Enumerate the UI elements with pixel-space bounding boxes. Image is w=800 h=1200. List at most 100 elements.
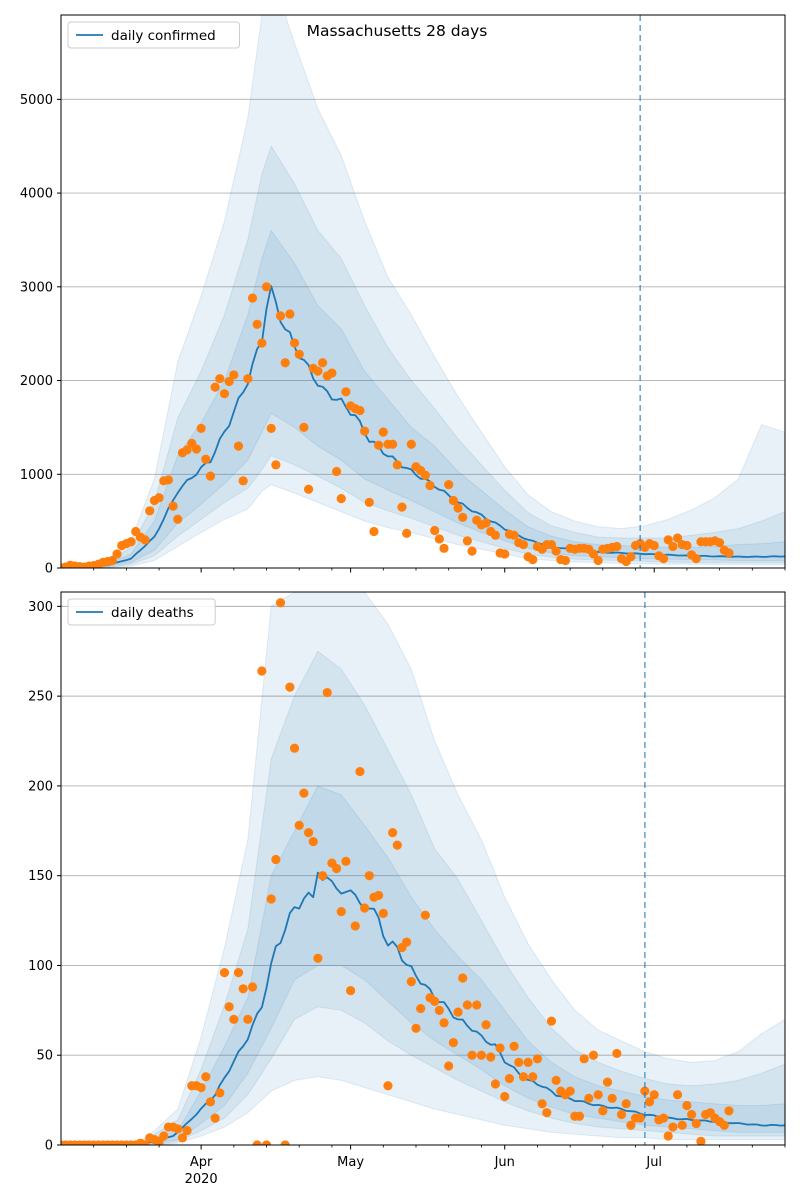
- x-tick-label: May: [337, 1155, 364, 1170]
- observed-point: [672, 533, 683, 543]
- observed-point: [593, 555, 603, 566]
- observed-point: [467, 1050, 477, 1060]
- observed-point: [196, 423, 206, 433]
- uncertainty-band: [61, 145, 785, 568]
- observed-point: [724, 548, 734, 558]
- observed-point: [266, 894, 276, 904]
- y-tick-label: 0: [45, 1139, 53, 1154]
- observed-point: [458, 973, 468, 983]
- observed-point: [360, 903, 370, 913]
- observed-point: [504, 1073, 515, 1084]
- observed-point: [481, 1020, 491, 1030]
- observed-point: [696, 1136, 706, 1145]
- observed-point: [448, 1038, 458, 1048]
- observed-point: [201, 454, 211, 464]
- observed-point: [341, 387, 351, 397]
- observed-point: [360, 426, 370, 436]
- observed-point: [607, 1093, 617, 1103]
- observed-point: [252, 1140, 262, 1145]
- observed-point: [715, 538, 725, 548]
- observed-point: [565, 1086, 575, 1096]
- observed-point: [719, 1120, 729, 1130]
- observed-point: [374, 440, 384, 450]
- y-tick-label: 5000: [20, 93, 53, 108]
- observed-point: [322, 687, 332, 698]
- observed-point: [668, 1122, 678, 1132]
- observed-point: [546, 1016, 557, 1026]
- observed-point: [434, 534, 444, 544]
- x-tick-sublabel: 2020: [185, 1172, 218, 1187]
- observed-point: [383, 1081, 393, 1091]
- observed-point: [430, 996, 440, 1006]
- y-tick-label: 0: [45, 562, 53, 577]
- uncertainty-band: [61, 592, 785, 1145]
- observed-point: [378, 427, 388, 437]
- x-tick-label: Jul: [645, 1155, 662, 1170]
- observed-point: [467, 546, 477, 556]
- observed-point: [388, 439, 398, 449]
- observed-point: [640, 1086, 650, 1096]
- observed-point: [537, 1099, 547, 1109]
- observed-point: [509, 530, 519, 540]
- observed-point: [411, 1023, 421, 1033]
- y-tick-label: 3000: [20, 280, 53, 295]
- observed-point: [434, 1005, 444, 1015]
- observed-point: [107, 555, 117, 566]
- observed-point: [486, 1052, 496, 1062]
- observed-point: [588, 1050, 599, 1060]
- observed-point: [500, 549, 510, 559]
- observed-point: [602, 1077, 613, 1087]
- observed-point: [420, 910, 430, 920]
- observed-point: [509, 1041, 519, 1051]
- observed-point: [612, 541, 622, 552]
- observed-point: [364, 497, 374, 507]
- observed-point: [644, 1097, 655, 1107]
- observed-point: [420, 470, 430, 480]
- observed-point: [626, 1120, 636, 1130]
- observed-point: [490, 530, 500, 540]
- observed-point: [182, 445, 192, 455]
- observed-point: [327, 368, 337, 378]
- axes-frame: [60, 14, 786, 569]
- observed-point: [196, 1082, 206, 1093]
- y-tick-label: 4000: [20, 187, 53, 202]
- observed-point: [257, 666, 267, 676]
- observed-point: [182, 1126, 192, 1136]
- observed-point: [219, 389, 230, 399]
- observed-point: [551, 1075, 561, 1085]
- observed-point: [271, 854, 281, 865]
- observed-point: [224, 376, 234, 387]
- y-tick-label: 200: [28, 779, 53, 794]
- observed-point: [243, 1014, 253, 1024]
- observed-point: [593, 1090, 603, 1100]
- observed-point: [303, 827, 314, 838]
- observed-point: [425, 480, 435, 491]
- uncertainty-band: [61, 15, 785, 568]
- uncertainty-band: [61, 229, 785, 568]
- observed-point: [532, 1054, 543, 1064]
- observed-point: [462, 536, 472, 546]
- observed-point: [677, 1120, 687, 1130]
- y-tick-label: 250: [28, 690, 53, 705]
- y-tick-label: 100: [28, 959, 53, 974]
- observed-point: [336, 494, 346, 504]
- axes-frame: [60, 591, 786, 1146]
- observed-point: [406, 439, 416, 449]
- observed-point: [397, 502, 407, 512]
- y-tick-label: 300: [28, 600, 53, 615]
- observed-point: [406, 977, 416, 987]
- observed-point: [444, 1061, 454, 1071]
- observed-point: [177, 1133, 188, 1143]
- observed-point: [285, 309, 295, 319]
- observed-point: [724, 1106, 734, 1116]
- observed-point: [430, 525, 440, 536]
- observed-point: [238, 984, 248, 994]
- legend-box: [67, 21, 240, 49]
- observed-point: [672, 1090, 683, 1100]
- observed-point: [560, 555, 571, 566]
- observed-point: [658, 554, 669, 564]
- observed-point: [392, 460, 402, 470]
- observed-point: [346, 985, 356, 996]
- observed-point: [444, 479, 454, 490]
- observed-point: [350, 921, 360, 931]
